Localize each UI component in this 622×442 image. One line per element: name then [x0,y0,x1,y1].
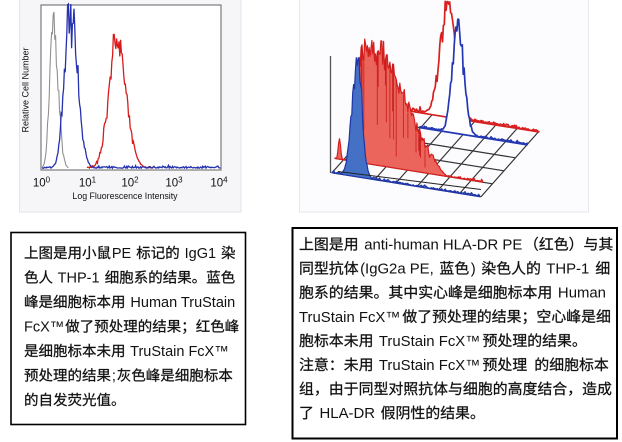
svg-text:Relative Cell Number: Relative Cell Number [21,47,31,132]
svg-text:THP-1: THP-1 [54,271,104,287]
svg-text:TruStain FcX™: TruStain FcX™ [375,334,480,350]
svg-text:Human TruStain: Human TruStain [126,295,235,311]
svg-text:TruStain FcX™: TruStain FcX™ [126,344,228,360]
svg-text:;: ; [112,369,116,385]
svg-text:THP-1: THP-1 [542,262,593,278]
svg-text:(IgG2a PE,: (IgG2a PE, [360,262,438,278]
svg-text:anti-human HLA-DR PE: anti-human HLA-DR PE [360,238,522,254]
svg-text:TruStain FcX™: TruStain FcX™ [375,358,480,374]
svg-text:): ) [471,262,480,278]
svg-text:PE: PE [112,246,135,262]
svg-text:FcX™: FcX™ [24,320,64,336]
svg-text:Log Fluorescence Intensity: Log Fluorescence Intensity [72,191,178,201]
svg-text:Human: Human [554,286,606,302]
svg-text:HLA-DR: HLA-DR [315,406,379,422]
svg-text:IgG1: IgG1 [181,246,221,262]
svg-text:TruStain FcX™: TruStain FcX™ [299,310,400,326]
